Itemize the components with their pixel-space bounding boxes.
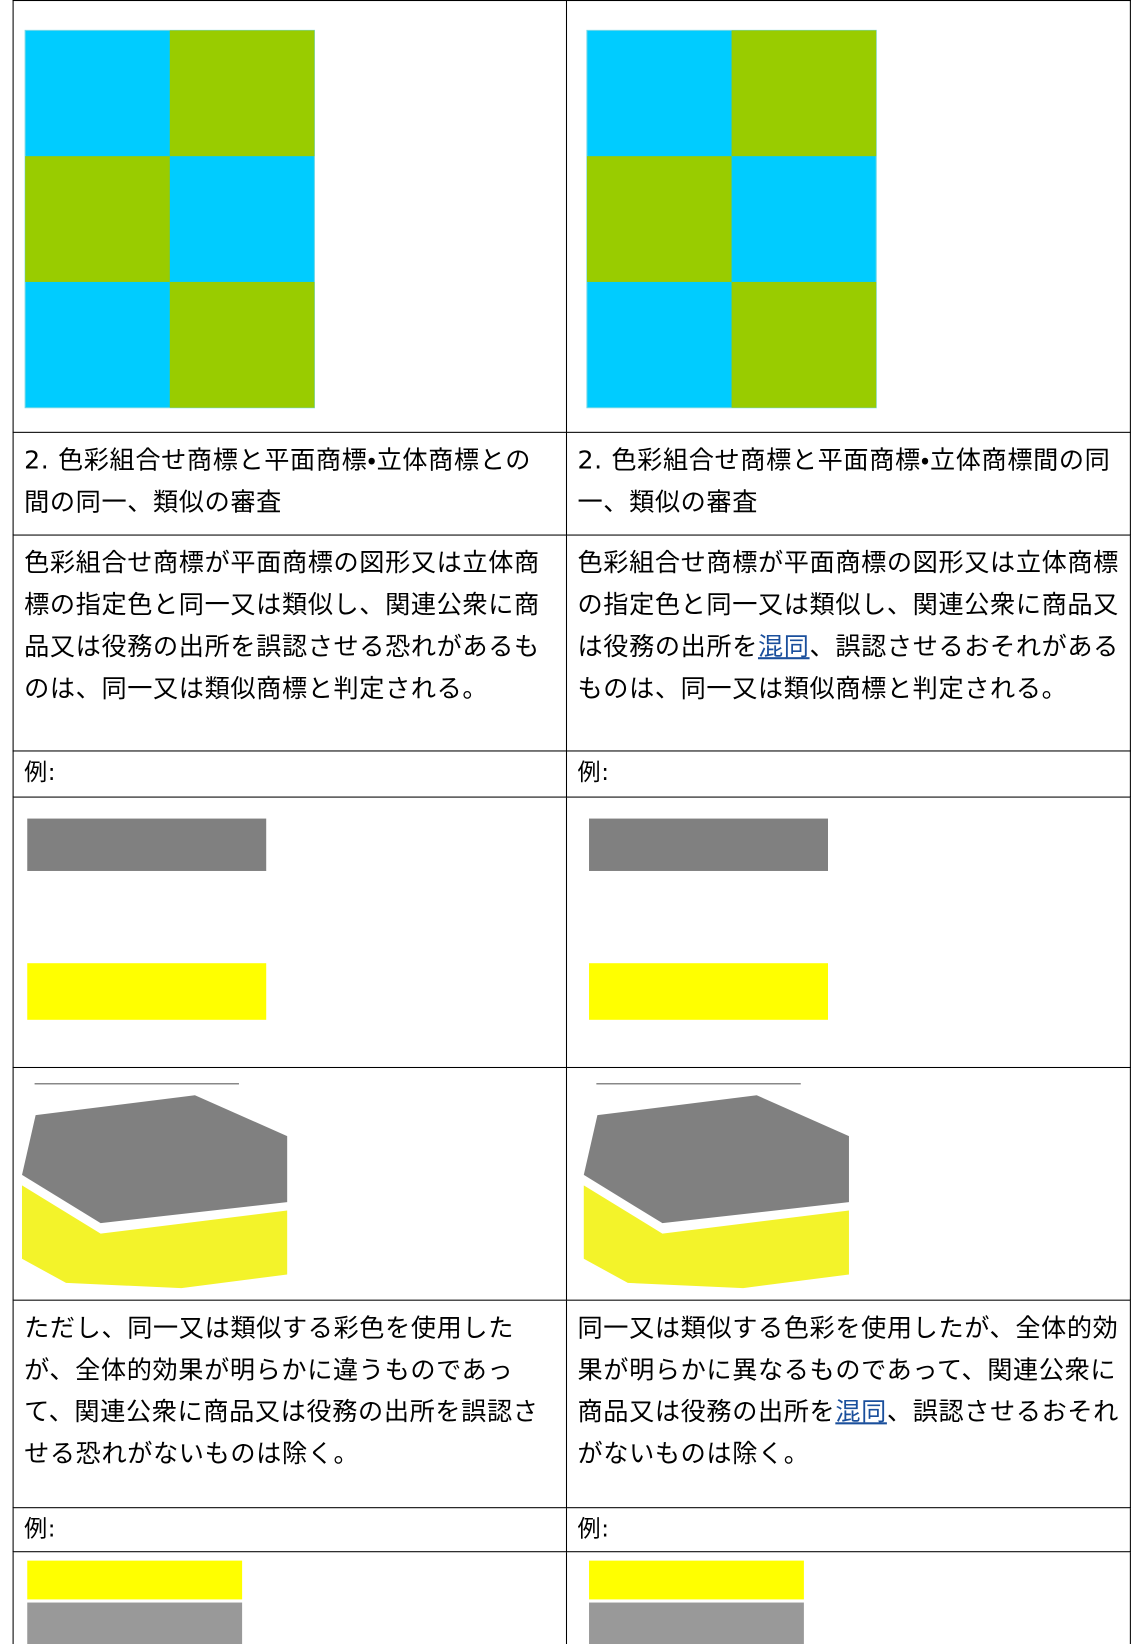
text: 色彩組合せ商標が平面商標の図形又は立体商標の指定色と同一又は類似し、関連公衆に商… [577, 548, 1119, 662]
heading-cell: 2. 色彩組合せ商標と平面商標・立体商標との間の同一、類似の審査 [12, 431, 568, 536]
example-label: 例: [565, 1507, 1131, 1553]
text-cell: 色彩組合せ商標が平面商標の図形又は立体商標の指定色と同一又は類似し、関連公衆に商… [12, 534, 568, 752]
link[interactable]: 混同 [757, 632, 810, 662]
heading-cell: 2. 色彩組合せ商標と平面商標・立体商標間の同一、類似の審査 [565, 431, 1131, 536]
checker-image [586, 29, 877, 409]
example-label: 例: [12, 750, 568, 798]
image-cell [12, 1551, 568, 1644]
bars-image [589, 818, 828, 1020]
example-label: 例: [565, 750, 1131, 798]
box-image [22, 1082, 288, 1289]
link[interactable]: 混同 [835, 1397, 887, 1427]
image-cell [565, 796, 1131, 1069]
text-cell: ただし、同一又は類似する彩色を使用したが、全体的効果が明らかに違うものであって、… [12, 1299, 568, 1509]
text: ただし、同一又は類似する彩色を使用したが、全体的効果が明らかに違うものであって、… [24, 1313, 539, 1469]
text: 、誤認させるおそれがないものは除く。 [577, 1397, 1119, 1469]
stacked-bars-image [27, 1560, 243, 1644]
image-cell [565, 0, 1131, 433]
text: 色彩組合せ商標が平面商標の図形又は立体商標の指定色と同一又は類似し、関連公衆に商… [24, 548, 540, 704]
box-image [583, 1082, 849, 1289]
image-cell [12, 796, 568, 1069]
comparison-table: 2. 色彩組合せ商標と平面商標・立体商標との間の同一、類似の審査 2. 色彩組合… [12, 0, 1131, 1644]
image-cell [565, 1066, 1131, 1301]
example-label: 例: [12, 1507, 568, 1553]
text: 同一又は類似する色彩を使用したが、全体的効果が明らかに異なるものであって、関連公… [577, 1313, 1119, 1427]
text-cell: 同一又は類似する色彩を使用したが、全体的効果が明らかに異なるものであって、関連公… [565, 1299, 1131, 1509]
text: 、誤認させるおそれがあるものは、同一又は類似商標と判定される。 [577, 632, 1119, 704]
image-cell [565, 1551, 1131, 1644]
stacked-bars-image [589, 1560, 804, 1644]
image-cell [12, 1066, 568, 1301]
text-cell: 色彩組合せ商標が平面商標の図形又は立体商標の指定色と同一又は類似し、関連公衆に商… [565, 534, 1131, 752]
checker-image [24, 29, 315, 409]
image-cell [12, 0, 568, 433]
bars-image [27, 818, 267, 1020]
